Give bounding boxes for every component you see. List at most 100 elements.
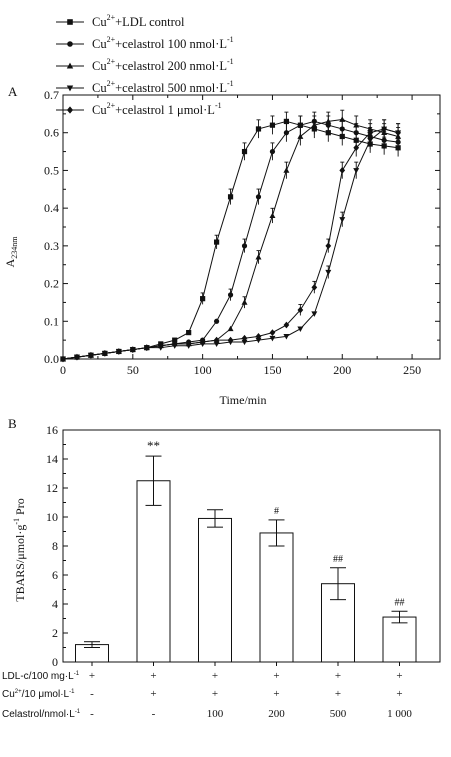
data-point	[269, 335, 276, 342]
condition-cell: -	[90, 708, 94, 720]
data-point	[297, 326, 304, 332]
label-main: Celastrol/nmol·L	[2, 709, 75, 720]
y-tick-label: 10	[46, 510, 58, 524]
data-point	[241, 148, 248, 155]
significance-mark: ##	[333, 554, 343, 565]
data-point	[283, 321, 290, 329]
data-point	[339, 126, 345, 132]
data-point	[129, 346, 136, 353]
condition-cell: +	[212, 670, 218, 682]
condition-cell: +	[273, 688, 279, 700]
data-point	[213, 239, 220, 245]
y-tick-label: 2	[52, 626, 58, 640]
data-point	[60, 355, 66, 363]
legend-entry: Cu2++celastrol 200 nmol·L-1	[92, 57, 234, 73]
data-point	[283, 334, 290, 340]
series-line	[62, 120, 399, 360]
data-point	[395, 129, 401, 137]
y-tick-label: 0.2	[44, 277, 59, 291]
y-tick-label: 16	[46, 423, 58, 437]
data-point	[311, 311, 318, 317]
y-tick-label: 0.4	[44, 201, 59, 215]
legend-prefix: Cu	[92, 59, 107, 73]
data-point	[227, 194, 234, 200]
y-tick-label: 4	[52, 597, 58, 611]
data-point	[88, 351, 94, 359]
legend-rest: +celastrol 100 nmol·L	[115, 37, 227, 51]
condition-cell: 500	[330, 708, 347, 720]
condition-row-label: Cu2+/10 μmol·L-1	[2, 689, 75, 700]
condition-cell: 1 000	[387, 708, 412, 720]
legend-unit-sup: -1	[227, 79, 234, 88]
data-point	[311, 122, 318, 128]
legend-prefix: Cu	[92, 103, 107, 117]
legend-sup: 2+	[107, 13, 116, 22]
condition-cell: +	[89, 670, 95, 682]
data-point	[283, 118, 290, 124]
label-pre: Cu	[2, 689, 15, 700]
bar	[382, 616, 417, 663]
data-point	[172, 337, 178, 343]
data-point	[297, 306, 304, 314]
data-point	[353, 168, 360, 174]
legend-rest: +LDL control	[115, 15, 185, 29]
legend-marker	[67, 41, 73, 47]
data-point	[213, 341, 220, 348]
data-point	[269, 148, 276, 155]
data-point	[143, 344, 150, 352]
data-point	[255, 332, 262, 340]
condition-row-label: Celastrol/nmol·L-1	[2, 709, 81, 720]
label-pre-sup: 2+	[15, 689, 22, 695]
x-tick-label: 50	[127, 363, 139, 377]
series-line	[62, 120, 399, 360]
condition-cell: +	[150, 688, 156, 700]
data-point	[381, 125, 388, 133]
data-point	[339, 217, 346, 223]
data-point	[255, 194, 262, 200]
data-point	[311, 283, 318, 291]
data-point	[171, 340, 178, 348]
condition-cell: +	[150, 670, 156, 682]
legend-marker	[66, 85, 74, 92]
data-point	[353, 122, 360, 128]
legend-entry: Cu2++celastrol 1 μmol·L-1	[92, 101, 222, 117]
data-point	[255, 254, 262, 260]
data-point	[227, 336, 234, 344]
data-point	[325, 118, 332, 124]
data-point	[283, 130, 290, 136]
x-tick-label: 150	[263, 363, 281, 377]
data-point	[157, 342, 164, 350]
data-point	[325, 269, 332, 276]
y-tick-label: 14	[46, 452, 58, 466]
significance-mark: **	[147, 438, 160, 453]
label-main: LDL-c/100 mg·L	[2, 671, 74, 682]
legend-marker	[66, 62, 74, 69]
condition-cell: 200	[268, 708, 285, 720]
legend-entry: Cu2++LDL control	[92, 13, 185, 29]
series-square	[60, 111, 401, 362]
data-point	[241, 339, 248, 346]
legend-rest: +celastrol 500 nmol·L	[115, 81, 227, 95]
condition-cell: +	[335, 670, 341, 682]
data-point	[241, 334, 248, 342]
y-tick-label: 0.3	[44, 239, 59, 253]
x-tick-label: 250	[403, 363, 421, 377]
y-tick-label: 8	[52, 539, 58, 553]
data-point	[255, 126, 262, 132]
condition-cell: 100	[207, 708, 224, 720]
condition-cell: -	[90, 688, 94, 700]
condition-cell: -	[152, 708, 156, 720]
bar	[136, 480, 171, 663]
legend-entry: Cu2++celastrol 500 nmol·L-1	[92, 79, 234, 95]
series-line	[62, 128, 399, 360]
series-line	[62, 119, 399, 360]
condition-cell: +	[396, 670, 402, 682]
data-point	[339, 167, 346, 174]
label-sup: -1	[74, 671, 80, 677]
data-point	[213, 318, 220, 324]
data-point	[199, 338, 206, 346]
legend-sup: 2+	[107, 57, 116, 66]
y-tick-label: 0.0	[44, 352, 59, 366]
data-point	[200, 296, 206, 302]
series-circle	[60, 111, 401, 362]
